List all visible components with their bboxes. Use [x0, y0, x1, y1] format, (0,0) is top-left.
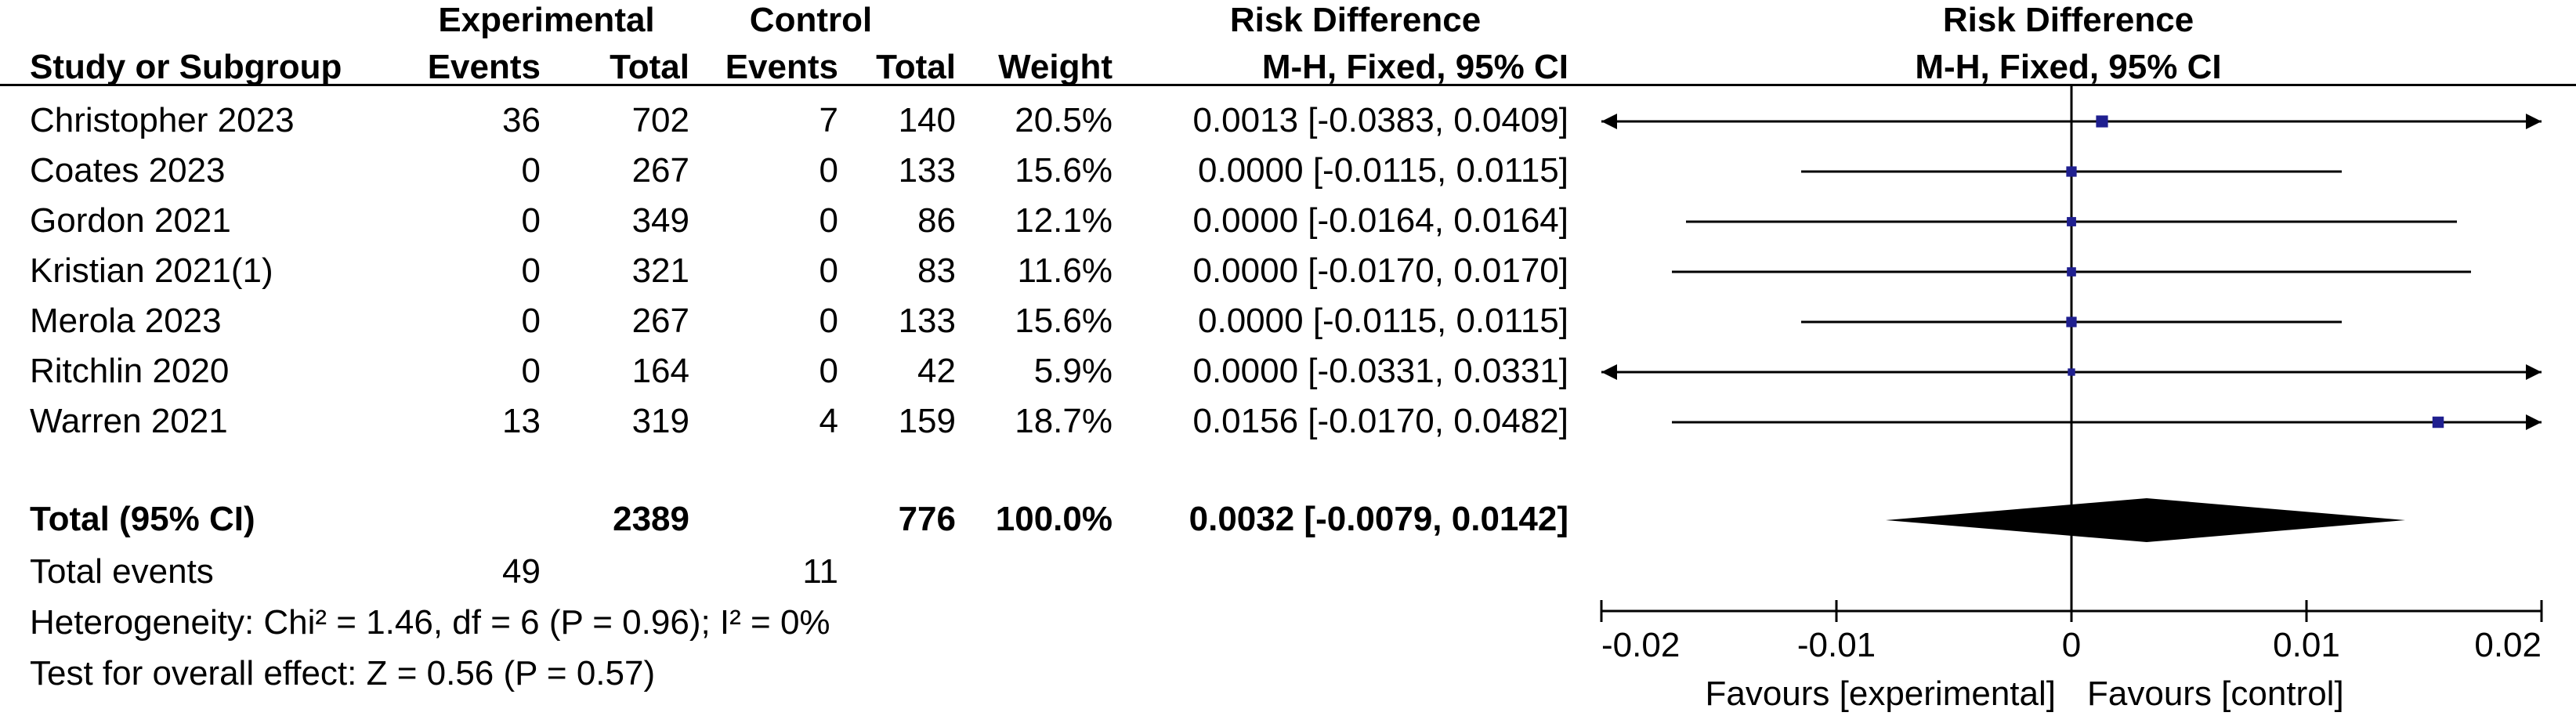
overall-effect-text: Test for overall effect: Z = 0.56 (P = 0…	[30, 654, 656, 692]
study-marker	[2067, 217, 2076, 226]
col-method-header: M-H, Fixed, 95% CI	[1261, 48, 1568, 86]
study-marker	[2096, 115, 2108, 128]
ci-arrow-right	[2526, 114, 2542, 129]
col-study-header: Study or Subgroup	[30, 48, 342, 86]
total-events-label: Total events	[30, 552, 214, 591]
ctl-events: 0	[819, 201, 838, 240]
study-marker	[2066, 316, 2077, 327]
exp-total: 702	[631, 101, 689, 139]
plot-title: Risk Difference	[1942, 1, 2194, 39]
exp-total: 349	[631, 201, 689, 240]
col-weight-header: Weight	[998, 48, 1113, 86]
exp-events: 36	[502, 101, 541, 139]
exp-total: 321	[631, 251, 689, 290]
weight: 18.7%	[1015, 402, 1113, 440]
ctl-total: 133	[898, 302, 956, 340]
ctl-events: 0	[819, 151, 838, 190]
exp-events: 0	[521, 151, 541, 190]
favours-control-label: Favours [control]	[2087, 674, 2344, 713]
study-name: Warren 2021	[30, 402, 228, 440]
study-marker	[2068, 368, 2075, 376]
weight: 20.5%	[1015, 101, 1113, 139]
x-tick-label: 0.02	[2474, 626, 2542, 664]
total-ci-text: 0.0032 [-0.0079, 0.0142]	[1189, 500, 1568, 538]
ctl-events: 0	[819, 352, 838, 390]
pooled-diamond	[1886, 498, 2405, 542]
weight: 5.9%	[1033, 352, 1113, 390]
weight: 15.6%	[1015, 302, 1113, 340]
header-divider	[0, 84, 2576, 86]
x-tick-label: -0.02	[1601, 626, 1680, 664]
exp-events: 0	[521, 352, 541, 390]
exp-total: 267	[631, 151, 689, 190]
col-ctl-events-header: Events	[725, 48, 838, 86]
exp-events: 0	[521, 302, 541, 340]
ci-text: 0.0156 [-0.0170, 0.0482]	[1192, 402, 1568, 440]
x-tick-label: -0.01	[1797, 626, 1876, 664]
study-name: Merola 2023	[30, 302, 222, 340]
total-exp-total: 2389	[613, 500, 689, 538]
total-events-ctl: 11	[802, 552, 838, 591]
weight: 11.6%	[1017, 251, 1113, 290]
total-ctl-total: 776	[898, 500, 956, 538]
ctl-total: 42	[917, 352, 956, 390]
exp-events: 0	[521, 251, 541, 290]
group-experimental-header: Experimental	[438, 1, 655, 39]
total-events-exp: 49	[502, 552, 541, 591]
exp-total: 319	[631, 402, 689, 440]
study-name: Kristian 2021(1)	[30, 251, 273, 290]
total-label: Total (95% CI)	[30, 500, 255, 538]
ci-text: 0.0000 [-0.0115, 0.0115]	[1198, 302, 1568, 340]
ci-text: 0.0000 [-0.0164, 0.0164]	[1192, 201, 1568, 240]
exp-events: 0	[521, 201, 541, 240]
x-tick-label: 0	[2062, 626, 2081, 664]
study-marker	[2066, 166, 2077, 177]
study-marker	[2067, 267, 2076, 277]
weight: 15.6%	[1015, 151, 1113, 190]
effect-column-title: Risk Difference	[1229, 1, 1482, 39]
ctl-events: 7	[819, 101, 838, 139]
x-tick-label: 0.01	[2273, 626, 2340, 664]
total-weight: 100.0%	[995, 500, 1113, 538]
ctl-events: 4	[819, 402, 838, 440]
favours-experimental-label: Favours [experimental]	[1705, 674, 2056, 713]
study-name: Coates 2023	[30, 151, 226, 190]
ctl-total: 140	[898, 101, 956, 139]
exp-total: 164	[631, 352, 689, 390]
exp-total: 267	[631, 302, 689, 340]
ctl-events: 0	[819, 251, 838, 290]
col-ctl-total-header: Total	[876, 48, 956, 86]
ci-arrow-left	[1601, 364, 1617, 380]
study-marker	[2432, 416, 2444, 429]
exp-events: 13	[502, 402, 541, 440]
study-name: Gordon 2021	[30, 201, 231, 240]
ci-text: 0.0000 [-0.0170, 0.0170]	[1192, 251, 1568, 290]
ci-text: 0.0000 [-0.0331, 0.0331]	[1192, 352, 1568, 390]
heterogeneity-text: Heterogeneity: Chi² = 1.46, df = 6 (P = …	[30, 603, 830, 642]
ci-arrow-right	[2526, 414, 2542, 430]
plot-method: M-H, Fixed, 95% CI	[1915, 48, 2222, 86]
ci-text: 0.0013 [-0.0383, 0.0409]	[1192, 101, 1568, 139]
ci-text: 0.0000 [-0.0115, 0.0115]	[1198, 151, 1568, 190]
ctl-total: 86	[917, 201, 956, 240]
ctl-events: 0	[819, 302, 838, 340]
study-name: Ritchlin 2020	[30, 352, 230, 390]
study-name: Christopher 2023	[30, 101, 295, 139]
ci-arrow-left	[1601, 114, 1617, 129]
ctl-total: 83	[917, 251, 956, 290]
weight: 12.1%	[1015, 201, 1113, 240]
col-exp-total-header: Total	[610, 48, 689, 86]
ci-arrow-right	[2526, 364, 2542, 380]
ctl-total: 133	[898, 151, 956, 190]
ctl-total: 159	[898, 402, 956, 440]
col-exp-events-header: Events	[427, 48, 541, 86]
group-control-header: Control	[749, 1, 873, 39]
